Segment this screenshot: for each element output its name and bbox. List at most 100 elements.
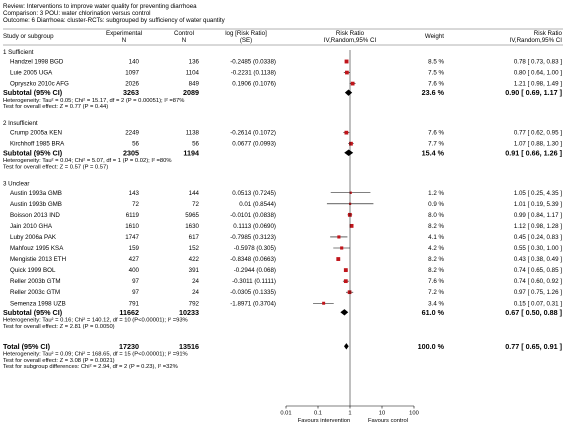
study-weight: 8.2 % (428, 223, 444, 230)
x-tick-label: 1 (348, 411, 351, 417)
study-ci: 1.07 [ 0.88, 1.30 ] (514, 141, 562, 148)
subtotal-ci: 0.90 [ 0.69, 1.17 ] (505, 88, 562, 97)
study-ctl-n: 56 (192, 141, 199, 148)
study-point (336, 257, 341, 261)
study-ci: 1.01 [ 0.19, 5.39 ] (514, 201, 562, 208)
study-ctl-n: 391 (189, 267, 200, 274)
study-point (337, 235, 341, 239)
study-name: Reller 2003b GTM (10, 278, 61, 285)
study-ci: 0.80 [ 0.64, 1.00 ] (514, 70, 562, 77)
study-ctl-n: 1630 (185, 223, 199, 230)
study-weight: 8.5 % (428, 59, 444, 66)
outcome-line: Outcome: 6 Diarrhoea: cluster-RCTs: subg… (3, 17, 225, 24)
overall-effect-text: Test for overall effect: Z = 2.81 (P = 0… (3, 324, 115, 330)
study-name: Austin 1993b GMB (10, 201, 62, 208)
study-ctl-n: 24 (192, 289, 199, 296)
study-name: Semenza 1998 UZB (10, 300, 66, 307)
study-point (347, 290, 352, 295)
study-log-se: 0.0513 (0.7245) (232, 190, 276, 197)
study-exp-n: 6119 (126, 212, 140, 219)
study-log-se: -0.5978 (0.305) (234, 245, 276, 252)
study-ci: 0.55 [ 0.30, 1.00 ] (514, 245, 562, 252)
study-exp-n: 1747 (125, 234, 139, 241)
study-ctl-n: 792 (189, 300, 200, 307)
study-log-se: 0.1113 (0.0690) (233, 223, 276, 230)
col-header-experimental: Experimental (106, 30, 142, 37)
col-header-rr-text-method: IV,Random,95% CI (510, 37, 563, 44)
study-log-se: 0.1906 (0.1076) (232, 81, 276, 88)
study-point (344, 59, 349, 64)
review-line: Review: Interventions to improve water q… (3, 3, 197, 10)
study-ci: 0.97 [ 0.75, 1.26 ] (514, 289, 562, 296)
study-ci: 0.74 [ 0.60, 0.92 ] (514, 278, 562, 285)
heterogeneity-text: Heterogeneity: Tau² = 0.05; Chi² = 15.17… (3, 98, 184, 104)
study-exp-n: 427 (129, 256, 140, 263)
study-ctl-n: 422 (189, 256, 200, 263)
study-exp-n: 56 (132, 141, 139, 148)
study-name: Luby 2006a PAK (10, 234, 57, 241)
study-exp-n: 72 (132, 201, 139, 208)
study-log-se: -0.0101 (0.0838) (230, 212, 276, 219)
subtotal-ctl-n: 2089 (183, 88, 199, 97)
study-point (349, 141, 353, 146)
study-weight: 8.2 % (428, 256, 444, 263)
study-exp-n: 791 (129, 300, 140, 307)
overall-effect-text: Test for overall effect: Z = 0.57 (P = 0… (3, 164, 108, 170)
study-exp-n: 2249 (125, 130, 139, 137)
study-exp-n: 97 (132, 278, 139, 285)
col-header-rr-plot: Risk Ratio (336, 30, 365, 37)
col-header-study: Study or subgroup (3, 33, 54, 40)
study-point (349, 191, 352, 194)
study-weight: 7.6 % (428, 130, 444, 137)
col-header-rr-plot-method: IV,Random,95% CI (324, 37, 377, 44)
subtotal-diamond (344, 149, 354, 156)
x-tick-label: 100 (409, 411, 419, 417)
total-diamond (344, 343, 349, 350)
subgroup-title: 2 Insufficient (3, 120, 38, 127)
x-tick-label: 10 (379, 411, 385, 417)
study-weight: 3.4 % (428, 300, 444, 307)
favours-right-label: Favours control (368, 418, 408, 424)
study-log-se: 0.0677 (0.0993) (232, 141, 276, 148)
subgroup-differences-text: Test for subgroup differences: Chi² = 2.… (3, 364, 178, 370)
subtotal-exp-n: 3263 (123, 88, 139, 97)
study-ctl-n: 5965 (185, 212, 199, 219)
subtotal-ctl-n: 10233 (179, 308, 199, 317)
study-name: Austin 1993a GMB (10, 190, 62, 197)
study-point (345, 70, 349, 75)
subgroup-title: 3 Unclear (3, 180, 29, 187)
study-name: Jain 2010 GHA (10, 223, 53, 230)
subtotal-weight: 15.4 % (422, 148, 445, 157)
subtotal-label: Subtotal (95% CI) (3, 88, 63, 97)
subtotal-exp-n: 11662 (119, 308, 139, 317)
study-name: Mengistie 2013 ETH (10, 256, 66, 263)
col-header-control-n: N (182, 37, 186, 44)
study-ctl-n: 24 (192, 278, 199, 285)
study-exp-n: 143 (129, 190, 140, 197)
x-tick-label: 0.1 (314, 411, 322, 417)
study-ctl-n: 849 (189, 81, 200, 88)
subtotal-weight: 23.6 % (422, 88, 445, 97)
total-ctl-n: 13516 (179, 342, 199, 351)
study-log-se: -0.2614 (0.1072) (230, 130, 276, 137)
study-name: Reller 2003c GTM (10, 289, 60, 296)
study-weight: 8.0 % (428, 212, 444, 219)
study-ctl-n: 144 (189, 190, 200, 197)
study-ci: 0.15 [ 0.07, 0.31 ] (514, 300, 562, 307)
subtotal-diamond (340, 309, 349, 316)
study-weight: 4.1 % (428, 234, 444, 241)
study-weight: 7.2 % (428, 289, 444, 296)
study-name: Boisson 2013 IND (10, 212, 60, 219)
subtotal-exp-n: 2305 (123, 148, 139, 157)
study-ctl-n: 136 (189, 59, 200, 66)
study-point (340, 246, 344, 250)
subtotal-diamond (344, 89, 353, 96)
study-ctl-n: 72 (192, 201, 199, 208)
col-header-se: (SE) (240, 37, 252, 44)
subtotal-ctl-n: 1194 (183, 148, 199, 157)
subtotal-label: Subtotal (95% CI) (3, 308, 63, 317)
study-weight: 4.2 % (428, 245, 444, 252)
study-weight: 7.6 % (428, 278, 444, 285)
study-ci: 0.77 [ 0.62, 0.95 ] (514, 130, 562, 137)
